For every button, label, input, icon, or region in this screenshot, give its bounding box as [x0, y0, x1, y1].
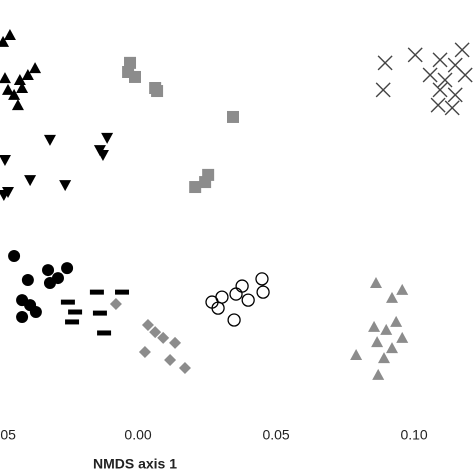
x-tick-label: 0.05 — [262, 427, 289, 443]
point — [444, 100, 460, 116]
point — [68, 309, 83, 315]
point — [437, 72, 453, 88]
point — [169, 336, 182, 349]
point — [457, 67, 473, 83]
point — [109, 298, 122, 310]
point — [369, 277, 382, 289]
point — [60, 299, 75, 305]
x-tick-label: -0.05 — [0, 427, 16, 443]
point — [96, 150, 109, 162]
point — [16, 82, 29, 93]
point — [229, 287, 243, 301]
point — [97, 330, 112, 336]
point — [89, 289, 104, 295]
point — [65, 319, 80, 325]
point — [0, 35, 10, 47]
point — [178, 362, 191, 374]
point — [8, 88, 21, 100]
point — [378, 352, 391, 364]
point — [256, 285, 270, 299]
point — [3, 29, 16, 41]
point — [157, 331, 170, 344]
point — [386, 291, 399, 303]
point — [396, 283, 409, 295]
point — [390, 315, 403, 327]
point — [59, 180, 72, 192]
point — [141, 318, 154, 331]
point — [454, 42, 470, 58]
point — [386, 342, 399, 354]
point — [211, 301, 225, 315]
point — [372, 368, 385, 380]
x-tick-label: 0.00 — [124, 427, 151, 443]
point — [422, 67, 438, 83]
point — [151, 85, 164, 98]
point — [29, 306, 42, 318]
point — [430, 97, 446, 113]
point — [189, 181, 202, 194]
point — [24, 175, 37, 187]
point — [164, 354, 177, 366]
point — [128, 70, 141, 83]
point — [149, 326, 162, 339]
point — [432, 82, 448, 98]
point — [407, 47, 423, 63]
point — [21, 69, 34, 81]
point — [16, 310, 29, 323]
x-axis-title: NMDS axis 1 — [93, 456, 177, 472]
point — [42, 264, 55, 277]
point — [92, 310, 107, 316]
point — [115, 289, 130, 295]
point — [21, 274, 34, 286]
point — [124, 56, 137, 69]
point — [199, 176, 212, 189]
point — [0, 155, 11, 166]
point — [380, 323, 393, 335]
point — [61, 262, 74, 275]
point — [350, 349, 363, 361]
point — [255, 272, 269, 286]
point — [235, 279, 249, 293]
point — [0, 190, 10, 202]
x-tick-label: 0.10 — [400, 427, 427, 443]
point — [2, 83, 15, 95]
point — [138, 346, 151, 358]
point — [0, 72, 11, 84]
point — [396, 331, 409, 343]
point — [43, 134, 56, 146]
point — [377, 55, 393, 71]
point — [8, 250, 21, 262]
point — [11, 99, 24, 111]
point — [375, 82, 391, 98]
point — [368, 320, 381, 332]
point — [371, 336, 384, 348]
point — [432, 52, 448, 68]
point — [13, 74, 26, 85]
point — [51, 272, 64, 285]
point — [101, 132, 114, 144]
point — [447, 87, 463, 103]
point — [227, 313, 241, 327]
point — [29, 62, 42, 74]
point — [241, 293, 255, 307]
point — [226, 110, 239, 123]
